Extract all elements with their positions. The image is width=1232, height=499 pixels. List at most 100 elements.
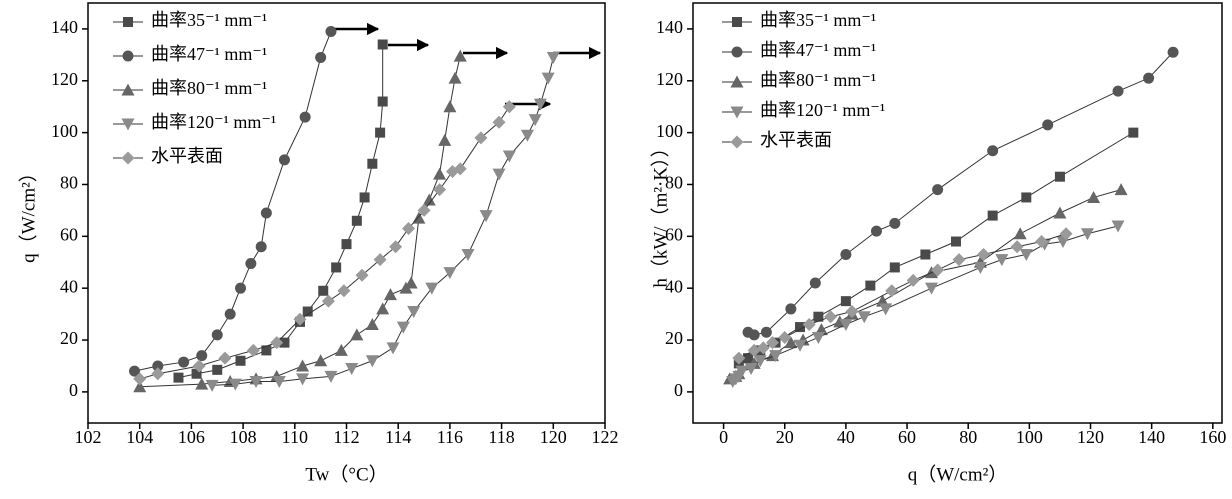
marker [932, 184, 944, 196]
marker [870, 225, 882, 237]
y-tick-label: 0 [69, 380, 78, 400]
marker [425, 282, 439, 295]
marker [407, 306, 421, 319]
marker [744, 363, 758, 376]
plot-frame [692, 2, 1223, 424]
x-axis-label: Tw（°C） [305, 463, 387, 485]
x-tick-label: 60 [898, 427, 916, 447]
marker [546, 51, 560, 64]
marker [255, 241, 267, 253]
marker [1042, 119, 1054, 131]
y-tick-label: 100 [51, 121, 78, 141]
y-tick-label: 60 [60, 224, 78, 244]
marker [735, 365, 749, 378]
marker [324, 370, 338, 383]
plot-frame [87, 2, 606, 424]
marker [760, 326, 772, 338]
marker [845, 305, 859, 319]
marker [367, 158, 378, 169]
marker [249, 376, 263, 389]
marker [1080, 228, 1094, 241]
y-tick-label: 20 [60, 328, 78, 348]
marker [448, 71, 462, 84]
marker [302, 306, 313, 317]
marker [492, 168, 506, 181]
marker [205, 379, 219, 392]
x-tick-label: 80 [959, 427, 977, 447]
marker [422, 193, 436, 206]
marker [365, 317, 379, 330]
marker [502, 150, 516, 163]
marker [865, 280, 876, 291]
marker [809, 277, 821, 289]
marker [228, 378, 242, 391]
legend-marker [121, 83, 135, 96]
marker [769, 350, 783, 363]
marker [433, 183, 447, 197]
marker [520, 129, 534, 142]
marker [178, 356, 190, 368]
marker [270, 336, 284, 350]
x-tick-label: 112 [333, 427, 359, 447]
marker [1021, 192, 1032, 203]
marker [1167, 46, 1179, 58]
marker [345, 363, 359, 376]
x-axis-label: q（W/cm²） [908, 463, 1008, 485]
legend-marker [122, 50, 134, 62]
legend-label: 曲率35⁻¹ mm⁻¹ [760, 10, 876, 30]
legend-marker [123, 17, 133, 27]
marker [541, 72, 555, 85]
marker [246, 343, 260, 357]
x-tick-label: 0 [719, 427, 728, 447]
marker [261, 345, 272, 356]
marker [987, 145, 999, 157]
y-tick-label: 140 [656, 17, 683, 37]
marker [337, 284, 351, 298]
marker [840, 248, 852, 260]
x-tick-label: 20 [776, 427, 794, 447]
marker [278, 154, 290, 166]
marker [1111, 220, 1125, 233]
marker [502, 100, 516, 114]
marker [987, 210, 998, 221]
marker [389, 240, 403, 254]
marker [479, 210, 493, 223]
x-tick-label: 116 [437, 427, 463, 447]
marker [279, 337, 290, 348]
marker [351, 215, 362, 226]
marker [386, 342, 400, 355]
marker [375, 127, 386, 138]
legend-marker [121, 151, 135, 165]
marker [402, 222, 416, 236]
marker [952, 253, 966, 267]
marker [318, 285, 329, 296]
marker [293, 312, 307, 326]
marker [906, 273, 920, 287]
marker [748, 329, 760, 341]
x-tick-label: 104 [126, 427, 153, 447]
x-tick-label: 102 [75, 427, 102, 447]
marker [443, 100, 457, 113]
marker [753, 355, 767, 368]
marker [325, 26, 337, 38]
marker [889, 262, 900, 273]
x-tick-label: 108 [230, 427, 257, 447]
marker [129, 365, 141, 377]
marker [260, 207, 272, 219]
legend-label: 水平表面 [151, 146, 223, 166]
legend-marker [730, 75, 744, 88]
marker [1019, 248, 1033, 261]
marker [334, 343, 348, 356]
marker [341, 239, 352, 250]
marker [272, 376, 286, 389]
x-tick-label: 120 [1077, 427, 1104, 447]
series-line [738, 233, 1067, 359]
marker [191, 368, 202, 379]
x-tick-label: 40 [837, 427, 855, 447]
marker [383, 288, 397, 301]
legend-label: 水平表面 [760, 130, 832, 150]
marker [756, 341, 770, 355]
legend-marker [731, 46, 743, 58]
marker [453, 162, 467, 176]
